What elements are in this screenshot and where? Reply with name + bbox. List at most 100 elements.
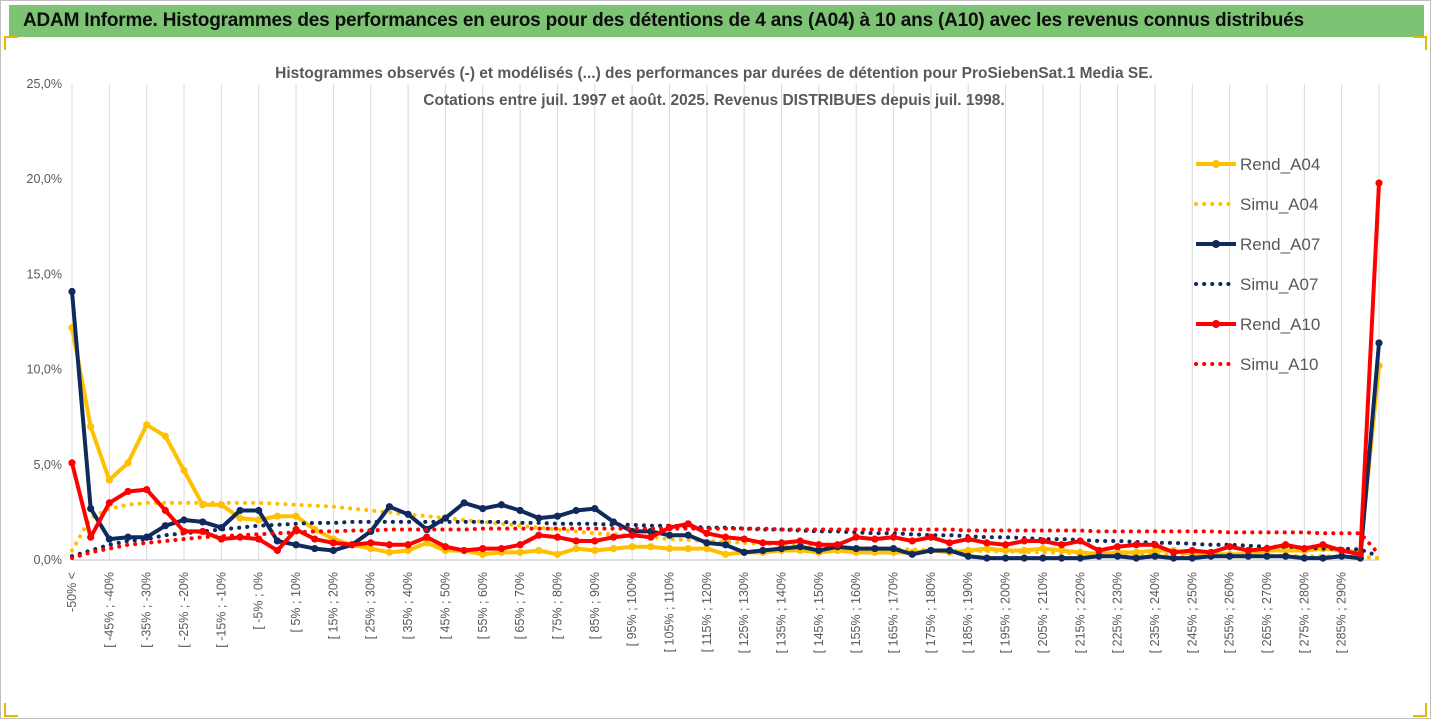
- series-lines: [68, 179, 1383, 562]
- data-point: [1226, 552, 1234, 560]
- data-point: [255, 516, 263, 524]
- legend-label: Simu_A04: [1240, 195, 1318, 214]
- data-point: [927, 533, 935, 541]
- data-point: [740, 548, 748, 556]
- grid-lines: [71, 84, 1380, 561]
- selection-handle-bottom-left[interactable]: [4, 703, 18, 717]
- selection-handle-bottom-right[interactable]: [1413, 703, 1427, 717]
- data-point: [404, 510, 412, 518]
- data-point: [105, 499, 113, 507]
- data-point: [273, 512, 281, 520]
- chart-title-line-1: Histogrammes observés (-) et modélisés (…: [275, 65, 1153, 82]
- legend-marker: [1212, 240, 1220, 248]
- data-point: [647, 543, 655, 551]
- x-tick-label: [ -35% ; -30%: [140, 572, 154, 648]
- data-point: [441, 543, 450, 551]
- y-tick-label: 20,0%: [27, 172, 62, 186]
- series-Simu_A10: [70, 526, 1381, 561]
- data-point: [535, 514, 543, 522]
- data-point: [684, 531, 692, 539]
- data-point: [927, 546, 935, 555]
- data-point: [1282, 541, 1290, 549]
- data-point: [572, 506, 580, 515]
- data-point: [423, 533, 431, 541]
- x-tick-label: [ 245% ; 250%: [1185, 572, 1199, 653]
- data-point: [68, 287, 76, 296]
- data-point: [1282, 546, 1290, 555]
- data-point: [1114, 543, 1122, 551]
- data-point: [124, 459, 132, 467]
- data-point: [124, 533, 132, 541]
- data-point: [1226, 543, 1234, 551]
- x-tick-label: [ 175% ; 180%: [924, 572, 938, 653]
- data-point: [1001, 554, 1010, 562]
- data-point: [1244, 546, 1252, 555]
- data-point: [348, 541, 356, 549]
- data-point: [572, 544, 580, 553]
- data-point: [124, 487, 132, 496]
- data-point: [703, 529, 711, 537]
- data-point: [1188, 546, 1196, 555]
- data-point: [1020, 537, 1028, 545]
- data-point: [143, 533, 151, 541]
- report-banner: ADAM Informe. Histogrammes des performan…: [9, 5, 1424, 37]
- series-line-Rend_A04: [70, 327, 1381, 557]
- x-tick-label: [ 115% ; 120%: [700, 572, 714, 652]
- data-point: [1356, 550, 1364, 558]
- data-point: [105, 535, 113, 543]
- data-point: [1244, 552, 1252, 560]
- data-point: [871, 535, 879, 543]
- data-point: [1188, 554, 1196, 562]
- selection-handle-top-left[interactable]: [4, 36, 18, 50]
- data-point: [497, 501, 506, 509]
- series-line-Rend_A10: [70, 182, 1381, 557]
- legend-marker: [1212, 160, 1220, 168]
- data-point: [329, 546, 337, 555]
- data-point: [105, 476, 113, 484]
- x-tick-label: [ 235% ; 240%: [1148, 572, 1162, 653]
- legend-item: Simu_A10: [1194, 355, 1318, 374]
- data-point: [255, 506, 263, 515]
- data-point: [983, 539, 991, 547]
- data-point: [1319, 554, 1327, 562]
- series-Rend_A10: [68, 179, 1383, 558]
- x-tick-label: [ 225% ; 230%: [1111, 572, 1125, 653]
- data-point: [1001, 541, 1010, 549]
- y-tick-label: 5,0%: [34, 458, 63, 472]
- data-point: [665, 531, 674, 539]
- data-point: [1095, 552, 1103, 560]
- data-point: [1039, 537, 1047, 545]
- y-tick-label: 15,0%: [27, 267, 62, 281]
- data-point: [161, 522, 169, 530]
- x-tick-label: -50% <: [65, 572, 79, 612]
- chart-title: Histogrammes observés (-) et modélisés (…: [275, 65, 1153, 109]
- x-tick-label: [ 185% ; 190%: [961, 572, 975, 653]
- data-point: [516, 548, 524, 556]
- data-point: [591, 546, 599, 555]
- x-tick-label: [ 285% ; 290%: [1335, 572, 1349, 653]
- data-point: [796, 537, 804, 545]
- legend-label: Rend_A07: [1240, 235, 1320, 254]
- x-tick-label: [ 55% ; 60%: [476, 572, 490, 639]
- x-tick-label: [ 205% ; 210%: [1036, 572, 1050, 653]
- data-point: [311, 535, 319, 543]
- data-point: [871, 544, 879, 553]
- legend-label: Simu_A07: [1240, 275, 1318, 294]
- data-point: [1300, 544, 1308, 553]
- data-point: [852, 544, 860, 553]
- data-point: [1263, 544, 1271, 553]
- data-point: [236, 506, 244, 515]
- data-point: [759, 539, 767, 547]
- x-tick-label: [ 145% ; 150%: [812, 572, 826, 653]
- data-point: [161, 432, 169, 440]
- x-tick-label: [ 135% ; 140%: [775, 572, 789, 653]
- data-point: [908, 550, 916, 558]
- data-point: [1076, 554, 1084, 562]
- data-point: [535, 531, 543, 539]
- selection-handle-top-right[interactable]: [1413, 36, 1427, 50]
- data-point: [759, 546, 767, 555]
- data-point: [572, 537, 580, 545]
- x-tick-label: [ 215% ; 220%: [1073, 572, 1087, 653]
- data-point: [1057, 541, 1066, 549]
